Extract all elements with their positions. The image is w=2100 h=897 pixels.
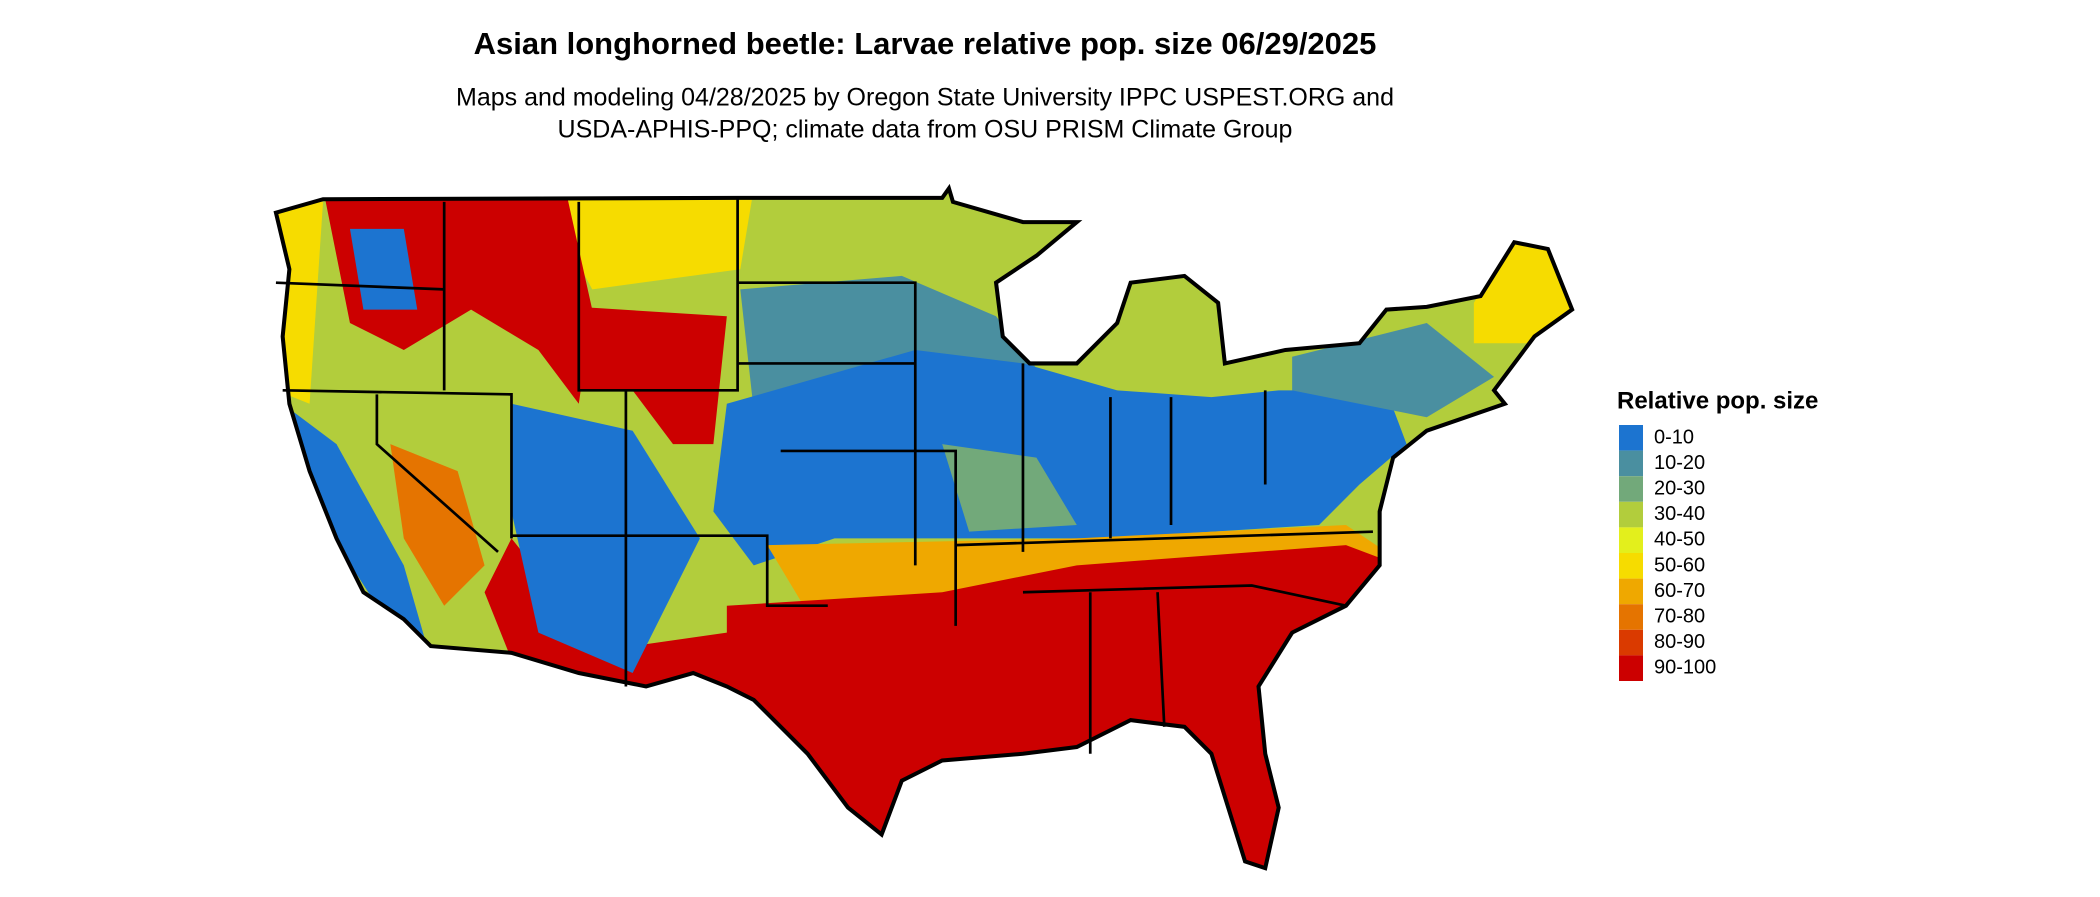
legend-label: 30-40: [1654, 503, 1705, 525]
map: [256, 175, 1602, 892]
region: [390, 444, 485, 606]
state-borders: [275, 197, 1373, 754]
region: [349, 228, 418, 310]
legend-label: 50-60: [1654, 554, 1705, 576]
legend-swatch: [1619, 425, 1643, 451]
legend-swatch: [1619, 553, 1643, 579]
legend-label: 40-50: [1654, 529, 1705, 551]
legend-label: 80-90: [1654, 631, 1705, 653]
legend-swatch: [1619, 450, 1643, 477]
legend-swatch: [1619, 527, 1643, 553]
legend-title: Relative pop. size: [1617, 387, 1818, 414]
region: [578, 306, 727, 445]
legend-label: 10-20: [1654, 452, 1705, 474]
legend-swatch: [1619, 501, 1643, 528]
region: [511, 403, 700, 673]
legend-label: 20-30: [1654, 477, 1705, 499]
subtitle: Maps and modeling 04/28/2025 by Oregon S…: [456, 84, 1394, 112]
legend: 0-10 10-20 20-30 30-40 40-50 50-60 60-70 70-80 8…: [1619, 425, 1716, 681]
region: [538, 188, 754, 290]
legend-swatch: [1619, 604, 1643, 630]
region: [713, 349, 1407, 566]
region: [942, 444, 1077, 532]
region: [275, 201, 324, 404]
legend-swatch: [1619, 476, 1643, 502]
legend-label: 90-100: [1654, 657, 1716, 679]
legend-label: 0-10: [1654, 426, 1694, 448]
legend-label: 60-70: [1654, 580, 1705, 602]
title: Asian longhorned beetle: Larvae relative…: [474, 26, 1377, 61]
legend-swatch: [1619, 655, 1643, 681]
region: [484, 538, 1400, 869]
region: [282, 403, 431, 660]
subtitle: USDA-APHIS-PPQ; climate data from OSU PR…: [558, 116, 1293, 144]
legend-label: 70-80: [1654, 605, 1705, 627]
legend-swatch: [1619, 629, 1643, 656]
legend-swatch: [1619, 578, 1643, 605]
map-fill: [275, 188, 1573, 869]
